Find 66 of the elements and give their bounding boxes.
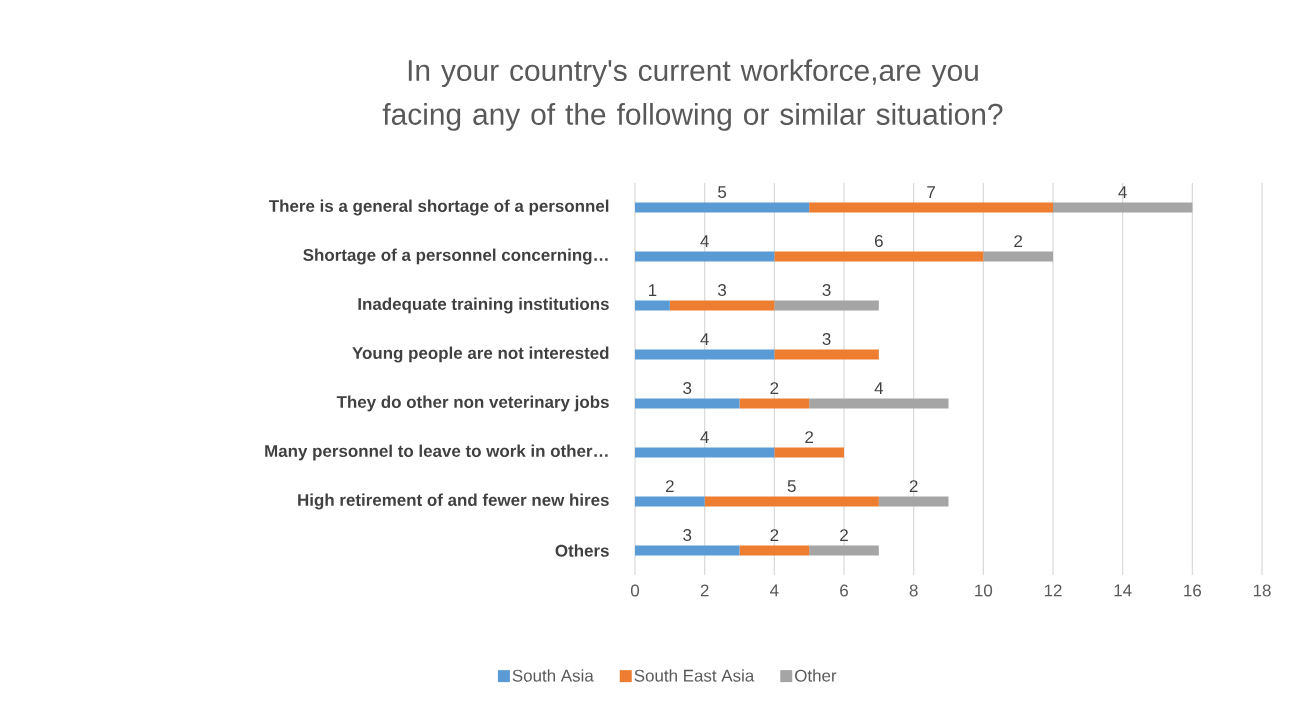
bar [635,545,740,556]
y-tick-label: Young people are not interested [352,346,609,363]
bar [774,251,984,262]
data-label: 2 [770,382,779,394]
y-tick-label: Shortage of a personnel concerning… [303,248,608,265]
x-tick-label: 0 [630,584,640,597]
data-label: 2 [840,529,848,541]
data-label: 2 [1014,235,1023,247]
data-label: 4 [1118,186,1127,198]
bar [809,202,1054,213]
bar [774,300,879,311]
bar [635,202,810,213]
x-tick-label: 10 [975,584,993,597]
data-label: 3 [683,528,692,541]
legend-label: South East Asia [634,669,755,682]
y-tick-label: They do other non veterinary jobs [336,395,609,412]
data-label: 2 [665,480,674,492]
y-tick-label: Inadequate training institutions [358,297,609,314]
bar [809,398,949,409]
data-label: 5 [787,480,796,492]
data-label: 2 [770,529,779,541]
bar [774,447,845,458]
data-label: 4 [700,235,709,247]
bar [774,349,879,360]
data-label: 4 [700,431,709,443]
bar [1053,202,1193,213]
x-tick-label: 12 [1044,584,1062,597]
legend-label: Other [795,669,837,682]
y-tick-label: High retirement of and fewer new hires [298,493,609,510]
x-tick-label: 4 [770,584,779,597]
chart-title: In your country's current workforce,are you facing any of the following or similar situation? [382,59,1003,131]
x-tick-label: 14 [1114,584,1132,597]
bar [669,300,775,311]
data-label: 3 [822,283,831,296]
x-tick-label: 6 [840,584,848,597]
y-tick-label: There is a general shortage of a personnel [268,199,609,216]
bar [878,496,949,507]
x-tick-label: 2 [700,584,709,597]
bar [635,251,775,262]
data-label: 2 [805,431,814,443]
x-tick-label: 18 [1253,584,1271,597]
bar [704,496,879,507]
bar [809,545,879,556]
legend-label: South Asia [512,669,594,682]
bar [983,251,1054,262]
bar [635,496,705,507]
x-tick-label: 8 [909,584,918,597]
y-tick-label: Others [555,544,609,557]
data-label: 6 [874,234,883,247]
bar [635,398,740,409]
data-label: 3 [683,381,692,394]
data-label: 7 [927,186,935,198]
bar [635,349,775,360]
x-tick-label: 16 [1184,584,1202,597]
data-label: 5 [718,186,727,198]
bar [739,398,810,409]
y-tick-label: Many personnel to leave to work in other… [265,444,608,461]
data-label: 3 [822,332,831,345]
data-label: 4 [874,382,884,394]
bar [635,447,775,458]
data-label: 1 [649,284,657,296]
data-label: 3 [718,283,727,296]
data-label: 2 [909,480,918,492]
bar [739,545,810,556]
bar [635,300,670,311]
data-label: 4 [700,333,709,345]
